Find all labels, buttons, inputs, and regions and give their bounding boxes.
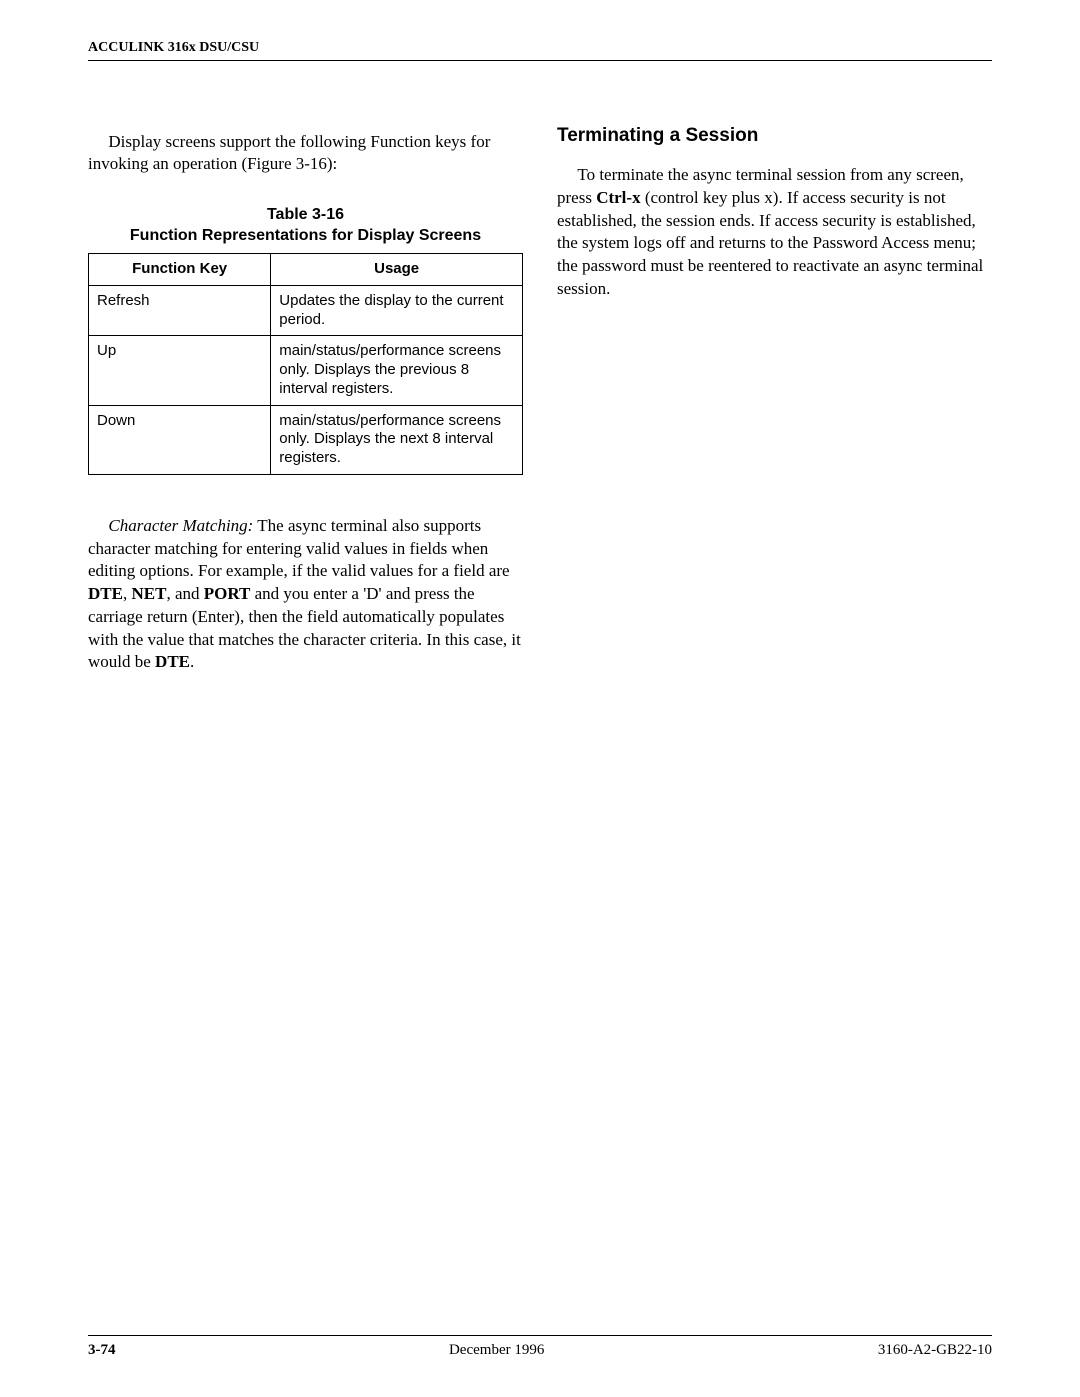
- table-header-row: Function Key Usage: [89, 254, 523, 286]
- char-match-lead: Character Matching:: [108, 516, 253, 535]
- bold-dte: DTE: [88, 584, 123, 603]
- cell-usage: main/status/performance screens only. Di…: [271, 336, 523, 405]
- footer-date: December 1996: [449, 1342, 544, 1359]
- right-column: Terminating a Session To terminate the a…: [557, 121, 992, 691]
- running-header: ACCULINK 316x DSU/CSU: [88, 40, 992, 61]
- table-caption-line2: Function Representations for Display Scr…: [130, 227, 481, 244]
- bold-dte-2: DTE: [155, 652, 190, 671]
- table-caption: Table 3-16 Function Representations for …: [88, 204, 523, 247]
- table-row: Refresh Updates the display to the curre…: [89, 285, 523, 336]
- section-heading: Terminating a Session: [557, 125, 992, 147]
- bold-net: NET: [131, 584, 166, 603]
- cell-function-key: Refresh: [89, 285, 271, 336]
- table-row: Down main/status/performance screens onl…: [89, 405, 523, 474]
- cell-usage: main/status/performance screens only. Di…: [271, 405, 523, 474]
- two-column-layout: Display screens support the following Fu…: [88, 121, 992, 691]
- sep: , and: [166, 584, 203, 603]
- character-matching-paragraph: Character Matching: The async terminal a…: [88, 515, 523, 674]
- col-header-usage: Usage: [271, 254, 523, 286]
- char-match-tail: .: [190, 652, 194, 671]
- bold-port: PORT: [204, 584, 251, 603]
- page: ACCULINK 316x DSU/CSU Display screens su…: [0, 0, 1080, 1397]
- cell-function-key: Up: [89, 336, 271, 405]
- cell-usage: Updates the display to the current perio…: [271, 285, 523, 336]
- page-footer: 3-74 December 1996 3160-A2-GB22-10: [88, 1335, 992, 1359]
- intro-paragraph: Display screens support the following Fu…: [88, 131, 523, 176]
- table-row: Up main/status/performance screens only.…: [89, 336, 523, 405]
- table-caption-line1: Table 3-16: [267, 206, 344, 223]
- bold-ctrl-x: Ctrl-x: [596, 188, 640, 207]
- footer-page-number: 3-74: [88, 1342, 116, 1359]
- function-key-table: Function Key Usage Refresh Updates the d…: [88, 253, 523, 475]
- left-column: Display screens support the following Fu…: [88, 121, 523, 691]
- footer-doc-number: 3160-A2-GB22-10: [878, 1342, 992, 1359]
- col-header-function-key: Function Key: [89, 254, 271, 286]
- terminating-paragraph: To terminate the async terminal session …: [557, 164, 992, 301]
- cell-function-key: Down: [89, 405, 271, 474]
